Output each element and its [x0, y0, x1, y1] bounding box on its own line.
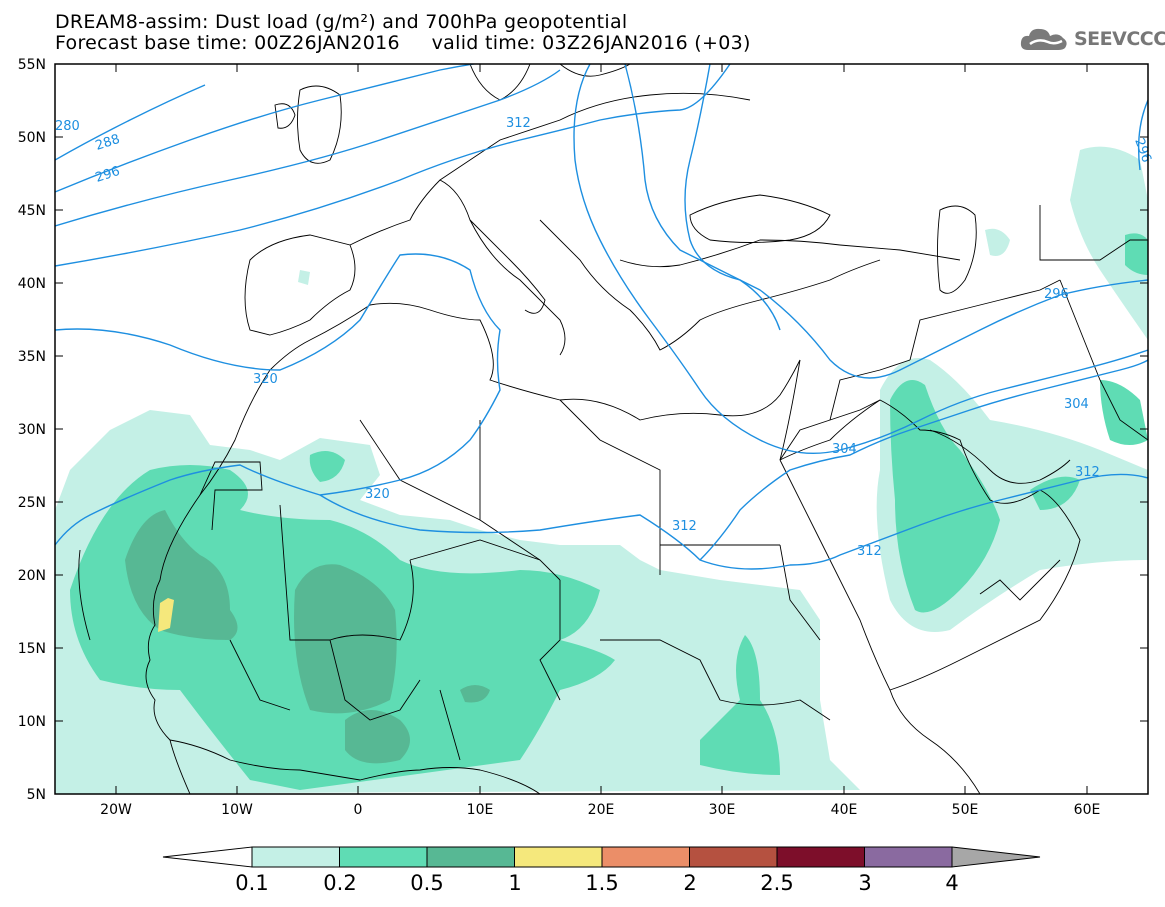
legend-tick-label: 0.1 — [235, 871, 268, 895]
contour-label: 312 — [506, 116, 531, 131]
lon-label: 20E — [588, 802, 615, 818]
legend-color-box — [776, 846, 865, 868]
axis-ticks — [55, 63, 1148, 795]
legend-tick-label: 2.5 — [760, 871, 793, 895]
geopotential-contours — [55, 64, 1148, 570]
cloud-icon — [1020, 28, 1067, 50]
contour-label: 304 — [1064, 397, 1089, 412]
contour-label: 312 — [672, 519, 697, 534]
longitude-labels: 20W 10W 0 10E 20E 30E 40E 50E 60E — [100, 802, 1100, 818]
contour-label: 288 — [94, 132, 122, 154]
lon-label: 50E — [952, 802, 979, 818]
dust-level-1 — [158, 598, 174, 632]
latitude-labels: 55N 50N 45N 40N 35N 30N 25N 20N 15N 10N … — [18, 57, 46, 803]
map-subtitle: Forecast base time: 00Z26JAN2016 valid t… — [55, 32, 751, 54]
legend-color-box — [251, 846, 340, 868]
legend-tick-label: 4 — [945, 871, 958, 895]
lon-label: 40E — [831, 802, 858, 818]
lat-label: 40N — [18, 276, 46, 292]
legend-labels: 0.1 0.2 0.5 1 1.5 2 2.5 3 4 — [235, 871, 958, 895]
contour-label: 312 — [1075, 465, 1100, 480]
lat-label: 55N — [18, 57, 46, 73]
lon-label: 20W — [100, 802, 132, 818]
contour-label: 280 — [55, 119, 80, 134]
legend-tick-label: 1.5 — [585, 871, 618, 895]
lat-label: 30N — [18, 422, 46, 438]
contour-label: 320 — [365, 487, 390, 502]
contour-label: 296 — [94, 164, 122, 186]
legend-color-box — [601, 846, 690, 868]
lat-label: 25N — [18, 495, 46, 511]
legend-tick-label: 2 — [683, 871, 696, 895]
coastlines — [78, 64, 1148, 794]
lat-label: 5N — [27, 787, 46, 803]
lon-label: 10E — [467, 802, 494, 818]
lon-label: 0 — [354, 802, 363, 818]
contour-label: 296 — [1044, 287, 1069, 302]
lat-label: 20N — [18, 568, 46, 584]
lon-label: 30E — [709, 802, 736, 818]
dust-shading — [55, 146, 1148, 794]
map-title: DREAM8-assim: Dust load (g/m²) and 700hP… — [55, 11, 628, 33]
lat-label: 15N — [18, 641, 46, 657]
lon-label: 10W — [221, 802, 253, 818]
legend-high-arrow — [951, 846, 1041, 868]
legend-color-box — [864, 846, 953, 868]
lon-label: 60E — [1074, 802, 1101, 818]
legend-color-box — [514, 846, 603, 868]
legend-color-box — [426, 846, 515, 868]
logo-text: SEEVCCC — [1074, 28, 1165, 50]
legend-color-box — [339, 846, 428, 868]
legend-tick-label: 1 — [508, 871, 521, 895]
lat-label: 50N — [18, 130, 46, 146]
legend-tick-label: 0.5 — [410, 871, 443, 895]
seevccc-logo: SEEVCCC — [1018, 24, 1165, 54]
legend-color-box — [689, 846, 778, 868]
legend-low-arrow — [162, 846, 253, 868]
legend-tick-label: 0.2 — [323, 871, 356, 895]
lat-label: 35N — [18, 349, 46, 365]
lat-label: 45N — [18, 203, 46, 219]
dust-level-0-5 — [125, 510, 490, 764]
legend-colorbar — [162, 846, 1041, 868]
contour-label: 320 — [253, 372, 278, 387]
contour-label: 312 — [857, 544, 882, 559]
lat-label: 10N — [18, 714, 46, 730]
contour-label: 304 — [832, 442, 857, 457]
legend-tick-label: 3 — [858, 871, 871, 895]
